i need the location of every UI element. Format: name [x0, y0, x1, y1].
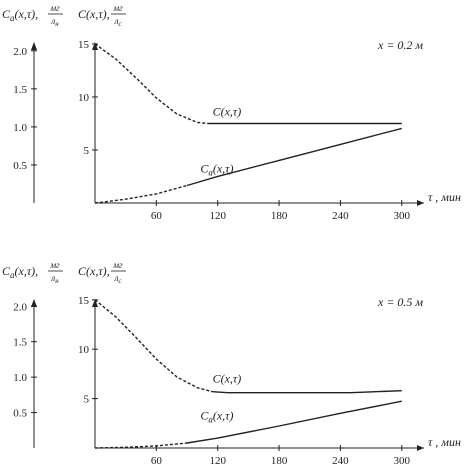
panel1-series-label-cx: C(x,τ) [213, 104, 242, 118]
panel1-left-axis-unit-den: лн [50, 16, 59, 28]
panel1-series-label-cax: Ca(x,τ) [200, 162, 233, 178]
panel1-x-tick-label: 60 [151, 210, 163, 222]
panel2-left-axis-unit-den: лн [50, 273, 59, 285]
panel2-series-cax-line [186, 400, 402, 444]
panel2-right-tick-label: 15 [78, 295, 90, 307]
panel1-right-tick-label: 15 [78, 39, 90, 51]
panel2-left-tick-label: 2.0 [13, 301, 27, 313]
panel1-left-axis-label: Ca(x,τ), [2, 7, 38, 23]
panel2-x-tick-label: 180 [271, 455, 288, 467]
panel1-right-y-arrow [92, 42, 98, 50]
panel1-x-tick-label: 120 [209, 210, 226, 222]
panel1-x-tick-label: 240 [332, 210, 349, 222]
panel1-right-axis-label: C(x,τ), [78, 7, 110, 21]
panel1-left-tick-label: 1.0 [13, 122, 27, 134]
panel2-x-tick-label: 240 [332, 455, 349, 467]
panel1-right-tick-label: 10 [78, 92, 90, 104]
panel2-x-axis-label: τ , мин [428, 435, 461, 449]
panel1-left-tick-label: 0.5 [13, 160, 27, 172]
panel1-x-axis-label: τ , мин [428, 190, 461, 204]
panel2-x-tick-label: 120 [209, 455, 226, 467]
panel1-series-cax-line [186, 127, 402, 187]
panel1-annotation: x = 0.2 м [377, 38, 423, 52]
panel1-series-cax-dashed [94, 184, 188, 204]
panel1-left-tick-label: 1.5 [13, 84, 27, 96]
panel2-left-axis-unit-num: мг [49, 260, 60, 270]
panel2-right-axis-unit-den: лс [113, 273, 122, 285]
panel2-right-tick-label: 10 [78, 344, 90, 356]
panel1-x-arrow [417, 200, 424, 206]
panel2-x-tick-label: 300 [394, 455, 411, 467]
panel2-left-tick-label: 1.0 [13, 372, 27, 384]
panel2-series-cx-dashed [94, 299, 213, 393]
panel1-right-axis-unit-den: лс [113, 16, 122, 28]
panel2-left-y-arrow [31, 299, 37, 307]
panel1-left-y-arrow [31, 42, 37, 50]
panel2-right-axis-label: C(x,τ), [78, 264, 110, 278]
panel2-left-tick-label: 1.5 [13, 337, 27, 349]
panel2-annotation: x = 0.5 м [377, 295, 423, 309]
panel1-series-cx-dashed [94, 43, 208, 125]
panel1-left-tick-label: 2.0 [13, 46, 27, 58]
panel1-x-tick-label: 180 [271, 210, 288, 222]
panel2-left-tick-label: 0.5 [13, 408, 27, 420]
panel2-series-label-cax: Ca(x,τ) [200, 408, 233, 424]
panel2-right-tick-label: 5 [84, 394, 90, 406]
panel1-x-tick-label: 300 [394, 210, 411, 222]
panel2-right-y-arrow [92, 299, 98, 307]
panel1-right-tick-label: 5 [84, 145, 90, 157]
panel2-right-axis-unit-num: мг [112, 260, 123, 270]
panel2-x-tick-label: 60 [151, 455, 163, 467]
panel2-left-axis-label: Ca(x,τ), [2, 264, 38, 280]
panel2-x-arrow [417, 445, 424, 451]
panel1-left-axis-unit-num: мг [49, 3, 60, 13]
panel1-right-axis-unit-num: мг [112, 3, 123, 13]
panel2-series-cx-line [212, 390, 402, 394]
panel2-series-label-cx: C(x,τ) [213, 372, 242, 386]
panel2-series-cax-dashed [94, 442, 188, 449]
